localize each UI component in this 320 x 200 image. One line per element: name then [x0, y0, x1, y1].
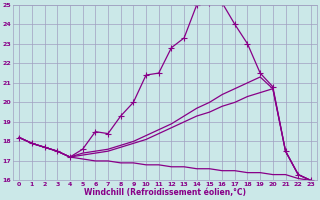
X-axis label: Windchill (Refroidissement éolien,°C): Windchill (Refroidissement éolien,°C): [84, 188, 246, 197]
